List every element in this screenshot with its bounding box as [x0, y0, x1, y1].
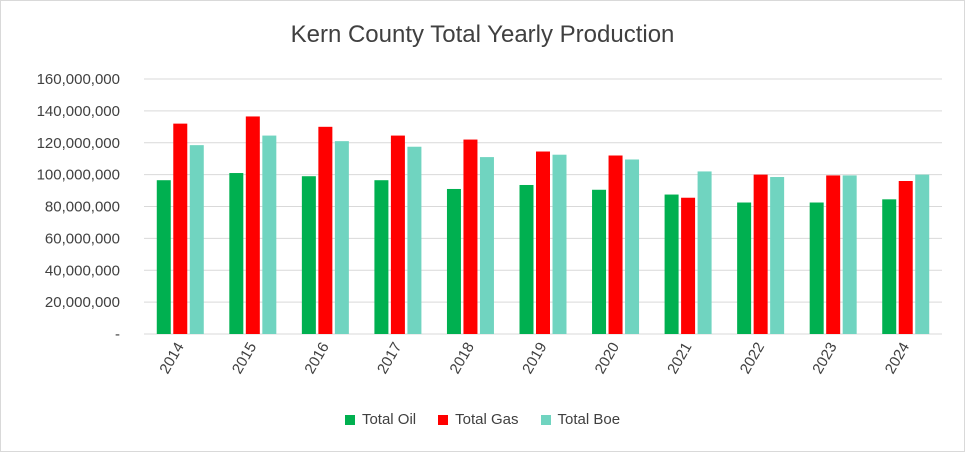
- x-tick-label: 2014: [156, 340, 187, 377]
- legend: Total Oil Total Gas Total Boe: [1, 411, 964, 428]
- bar-total-boe-2019: [552, 154, 567, 334]
- bar-total-boe-2023: [842, 175, 857, 334]
- bar-total-boe-2020: [625, 159, 640, 334]
- y-tick-label: 40,000,000: [45, 262, 120, 279]
- bar-total-boe-2015: [262, 135, 277, 334]
- bar-total-gas-2015: [245, 116, 260, 334]
- bar-total-oil-2017: [374, 180, 389, 334]
- y-tick-label: 140,000,000: [37, 103, 120, 120]
- bar-total-gas-2021: [681, 197, 696, 334]
- bar-total-oil-2024: [882, 199, 897, 334]
- y-tick-label: 100,000,000: [37, 167, 120, 184]
- chart-title: Kern County Total Yearly Production: [290, 21, 675, 48]
- x-axis: 2014 2015 2016 2017 2018 2019 2020 2021 2022 2023…: [156, 340, 913, 377]
- legend-item-total-gas: Total Gas: [438, 411, 519, 428]
- bar-total-gas-2019: [536, 151, 550, 334]
- bar-total-gas-2014: [173, 123, 188, 334]
- x-tick-label: 2015: [229, 340, 260, 377]
- bar-total-oil-2014: [156, 180, 171, 334]
- x-tick-label: 2023: [809, 340, 840, 377]
- bar-total-oil-2019: [519, 184, 534, 334]
- bar-total-oil-2022: [737, 202, 752, 334]
- x-tick-label: 2021: [664, 340, 695, 377]
- bar-total-boe-2021: [697, 171, 712, 334]
- legend-label-total-boe: Total Boe: [557, 411, 621, 428]
- x-tick-label: 2020: [592, 340, 623, 377]
- bar-total-gas-2022: [753, 174, 768, 334]
- bar-total-gas-2017: [390, 135, 405, 334]
- y-tick-label: 60,000,000: [45, 230, 120, 247]
- y-axis: - 20,000,000 40,000,000 60,000,000 80,000,00…: [37, 71, 120, 343]
- bar-total-oil-2020: [592, 189, 607, 334]
- x-tick-label: 2016: [301, 340, 332, 377]
- bar-total-gas-2016: [318, 126, 333, 334]
- legend-swatch-total-boe: [540, 414, 551, 425]
- bar-total-boe-2022: [770, 177, 785, 334]
- bar-total-oil-2023: [809, 202, 824, 334]
- bar-total-gas-2020: [608, 155, 623, 334]
- bar-total-gas-2023: [826, 175, 841, 334]
- y-tick-label: 120,000,000: [37, 135, 120, 152]
- bar-total-oil-2015: [229, 173, 244, 334]
- bar-total-gas-2018: [463, 139, 478, 334]
- legend-item-total-oil: Total Oil: [344, 411, 417, 428]
- y-tick-label: -: [115, 326, 120, 343]
- bars: [156, 116, 930, 334]
- bar-total-boe-2014: [189, 145, 204, 334]
- bar-total-boe-2024: [915, 174, 930, 334]
- y-tick-label: 160,000,000: [37, 71, 120, 88]
- x-tick-label: 2024: [882, 340, 913, 377]
- legend-swatch-total-oil: [344, 414, 355, 425]
- bar-total-oil-2018: [446, 188, 461, 334]
- legend-label-total-gas: Total Gas: [455, 411, 519, 428]
- x-tick-label: 2018: [447, 340, 478, 377]
- legend-swatch-total-gas: [438, 414, 449, 425]
- legend-label-total-oil: Total Oil: [361, 411, 417, 428]
- y-tick-label: 20,000,000: [45, 294, 120, 311]
- bar-total-gas-2024: [898, 181, 913, 334]
- legend-item-total-boe: Total Boe: [540, 411, 621, 428]
- bar-total-oil-2016: [301, 176, 316, 334]
- bar-total-oil-2021: [664, 194, 679, 334]
- x-tick-label: 2022: [737, 340, 768, 377]
- bar-total-boe-2018: [479, 157, 494, 334]
- bar-total-boe-2016: [334, 141, 349, 334]
- x-tick-label: 2017: [374, 340, 405, 377]
- y-tick-label: 80,000,000: [45, 199, 120, 216]
- bar-total-boe-2017: [407, 146, 422, 334]
- x-tick-label: 2019: [519, 340, 550, 377]
